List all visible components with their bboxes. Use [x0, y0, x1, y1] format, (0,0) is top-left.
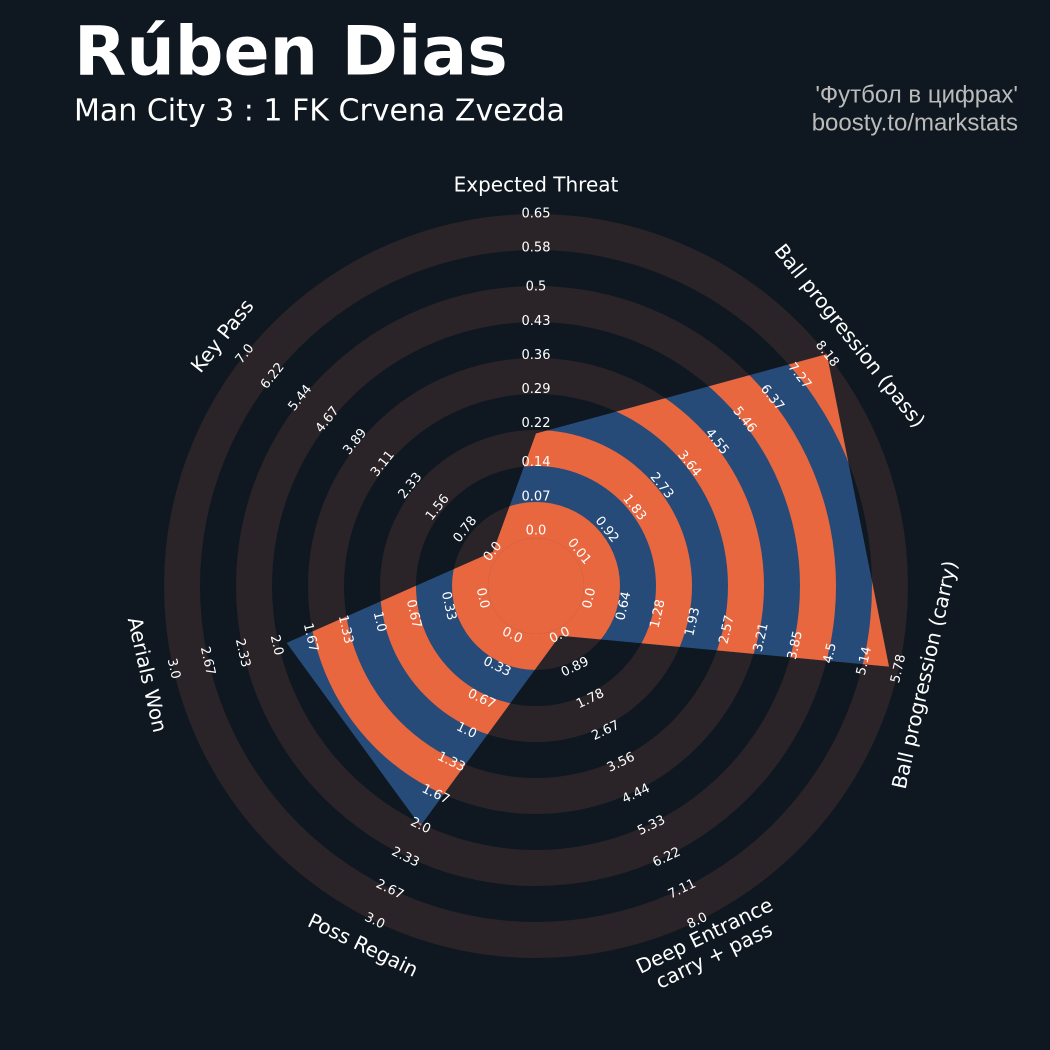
param-label: Expected Threat [454, 173, 619, 197]
credit: 'Футбол в цифрах' [815, 81, 1018, 108]
r-tick-label: 4.5 [821, 641, 840, 665]
r-tick-label: 2.0 [267, 634, 286, 658]
r-tick-label: 1.93 [682, 606, 703, 638]
r-tick-label: 0.0 [473, 586, 492, 610]
r-tick-label: 0.22 [522, 416, 551, 431]
r-tick-label: 1.67 [300, 622, 321, 654]
r-tick-label: 0.58 [522, 241, 551, 256]
r-tick-label: 0.07 [522, 489, 551, 504]
r-tick-label: 5.14 [854, 645, 875, 677]
radar-ring [488, 538, 584, 634]
r-tick-label: 2.33 [232, 637, 253, 669]
r-tick-label: 0.64 [613, 590, 634, 622]
r-tick-label: 0.36 [522, 348, 551, 363]
chart-subtitle: Man City 3 : 1 FK Crvena Zvezda [74, 94, 565, 129]
r-tick-label: 3.21 [751, 622, 772, 654]
r-tick-label: 2.67 [197, 645, 218, 677]
r-tick-label: 5.78 [888, 653, 909, 685]
credit: boosty.to/markstats [812, 109, 1018, 136]
r-tick-label: 3.85 [785, 629, 806, 661]
r-tick-label: 0.67 [403, 598, 424, 630]
r-tick-label: 0.5 [526, 280, 547, 295]
r-tick-label: 1.33 [335, 614, 356, 646]
r-tick-label: 3.0 [164, 657, 183, 681]
r-tick-label: 0.0 [580, 586, 599, 610]
r-tick-label: 0.29 [522, 382, 551, 397]
r-tick-label: 1.0 [370, 610, 389, 634]
r-tick-label: 0.43 [522, 314, 551, 329]
r-tick-label: 0.0 [526, 524, 547, 539]
r-tick-label: 1.28 [648, 598, 669, 630]
chart-title: Rúben Dias [74, 13, 508, 92]
r-tick-label: 2.57 [717, 614, 738, 646]
r-tick-label: 0.14 [522, 455, 551, 470]
r-tick-label: 0.33 [438, 590, 459, 622]
r-tick-label: 0.65 [522, 207, 551, 222]
